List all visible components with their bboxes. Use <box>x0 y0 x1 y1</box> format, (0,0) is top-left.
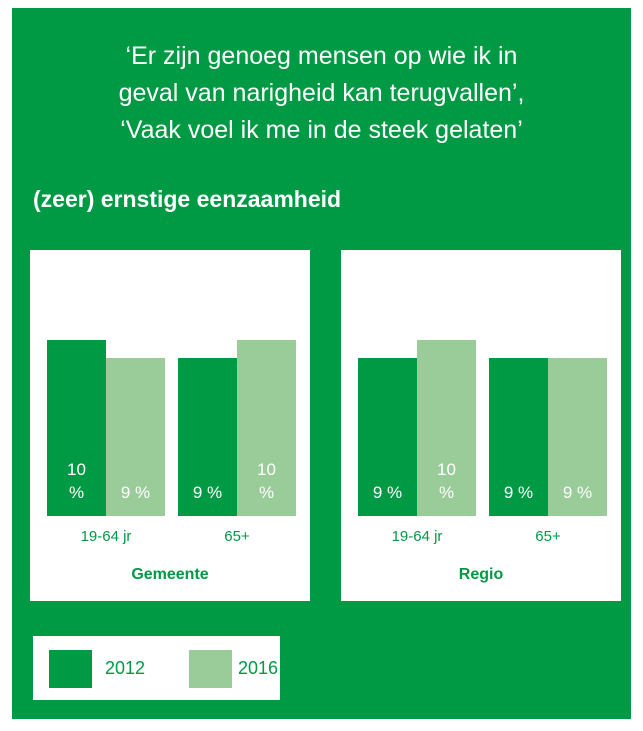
legend-label: 2012 <box>105 658 146 678</box>
value-label: 10 % <box>67 460 86 502</box>
value-label: 9 % <box>372 482 403 502</box>
value-label: 10 % <box>437 460 456 502</box>
category-label: 19-64 jr <box>391 528 443 545</box>
category-label: 19-64 jr <box>80 528 132 545</box>
bar: 9 % <box>358 357 417 516</box>
value-label: 9 % <box>503 482 534 502</box>
title-line: ‘Vaak voel ik me in de steek gelaten’ <box>120 116 523 144</box>
legend-swatch <box>189 650 232 688</box>
value-label: 9 % <box>192 482 223 502</box>
bar: 9 % <box>178 357 237 516</box>
bar: 9 % <box>489 357 548 516</box>
chart-panel: 9 % 10 % 19-64 jr 9 % 9 % 65+ Regio <box>341 250 621 601</box>
title-line: ‘Er zijn genoeg mensen op wie ik in <box>125 42 518 70</box>
bar: 10 % <box>237 340 296 516</box>
title: ‘Er zijn genoeg mensen op wie ik in geval… <box>12 38 631 149</box>
legend-label: 2016 <box>238 658 279 678</box>
title-line: geval van narigheid kan terugvallen’, <box>118 79 525 107</box>
bar: 10 % <box>417 340 476 516</box>
bar: 9 % <box>548 357 607 516</box>
x-axis-label: Gemeente <box>131 566 209 583</box>
bar: 10 % <box>47 340 106 516</box>
bar: 9 % <box>106 357 165 516</box>
value-label: 9 % <box>562 482 593 502</box>
legend-swatch <box>49 650 92 688</box>
category-label: 65+ <box>535 528 561 545</box>
subtitle: (zeer) ernstige eenzaamheid <box>33 186 342 212</box>
value-label: 10 % <box>257 460 276 502</box>
x-axis-label: Regio <box>458 566 504 583</box>
value-label: 9 % <box>120 482 151 502</box>
legend: 2012 2016 <box>33 636 280 700</box>
category-label: 65+ <box>224 528 250 545</box>
chart-panel: 10 % 9 % 19-64 jr 9 % 10 % 65+ Gemeente <box>30 250 310 601</box>
